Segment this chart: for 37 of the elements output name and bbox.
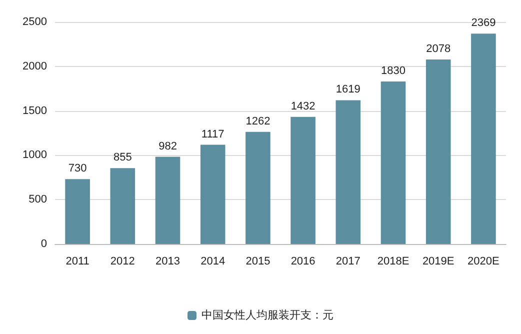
bar — [336, 100, 361, 244]
x-tick-label: 2013 — [156, 256, 180, 268]
x-tick-label: 2016 — [290, 256, 316, 268]
bar — [65, 179, 90, 244]
legend-label: 中国女性人均服装开支：元 — [202, 308, 334, 322]
bar — [290, 116, 316, 244]
y-tick-label: 0 — [40, 238, 47, 250]
data-label: 1262 — [246, 115, 270, 128]
x-tick-label: 2015 — [246, 256, 270, 268]
x-tick-label: 2014 — [200, 256, 226, 268]
bar — [110, 168, 136, 244]
x-tick-label: 2019E — [422, 256, 454, 268]
data-label: 730 — [68, 162, 87, 175]
data-label: 2078 — [426, 42, 451, 55]
y-tick-label: 2000 — [22, 60, 47, 72]
x-tick-label: 2011 — [66, 256, 90, 268]
bar — [426, 59, 451, 244]
data-label: 1117 — [201, 128, 224, 140]
bar — [380, 81, 406, 244]
data-label: 1619 — [336, 84, 360, 96]
bar — [200, 144, 226, 244]
data-label: 1830 — [381, 64, 406, 77]
y-tick-label: 1500 — [22, 104, 47, 117]
y-tick-label: 1000 — [22, 149, 47, 162]
bar — [471, 34, 496, 244]
bar — [246, 132, 270, 244]
y-tick-label: 500 — [28, 194, 47, 206]
y-tick-label: 2500 — [22, 16, 47, 28]
bar — [155, 156, 180, 244]
data-label: 2369 — [471, 17, 496, 30]
data-label: 855 — [113, 152, 132, 164]
x-tick-label: 2012 — [110, 256, 135, 268]
data-label: 1432 — [290, 100, 316, 112]
x-tick-label: 2020E — [468, 256, 500, 268]
data-label: 982 — [158, 140, 177, 152]
x-tick-label: 2017 — [336, 256, 360, 268]
x-tick-label: 2018E — [377, 256, 410, 268]
